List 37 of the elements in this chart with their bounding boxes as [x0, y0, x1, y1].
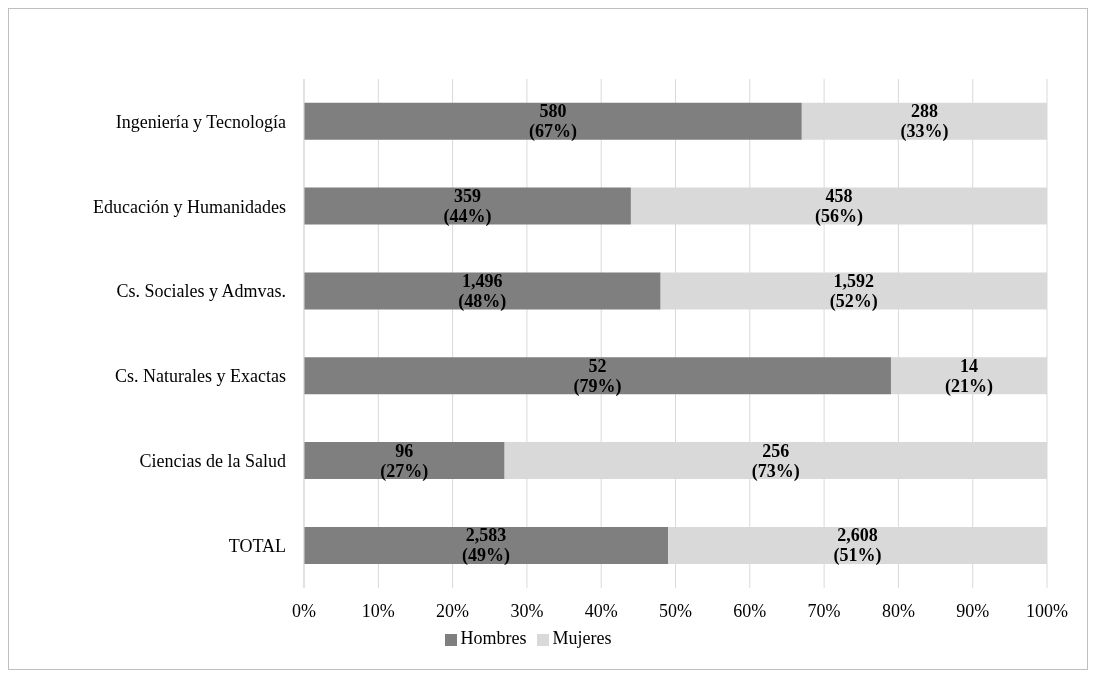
- data-label: 1,592 (52%): [829, 270, 878, 312]
- y-tick-label: Cs. Sociales y Admvas.: [116, 281, 286, 302]
- bar: [304, 272, 661, 310]
- x-tick-label: 90%: [956, 600, 990, 621]
- x-tick-label: 40%: [584, 600, 618, 621]
- bar: [304, 102, 802, 140]
- x-tick-label: 70%: [807, 600, 841, 621]
- data-label: 458 (56%): [814, 186, 863, 228]
- data-label: 256 (73%): [751, 440, 800, 482]
- x-tick-label: 80%: [881, 600, 915, 621]
- data-label: 1,496 (48%): [458, 270, 507, 312]
- data-label: 96 (27%): [380, 440, 429, 482]
- x-tick-label: 100%: [1026, 600, 1068, 621]
- data-label: 580 (67%): [528, 101, 577, 143]
- y-tick-label: Cs. Naturales y Exactas: [115, 366, 286, 387]
- data-label: 14 (21%): [944, 355, 993, 397]
- bar: [304, 442, 505, 480]
- y-tick-label: Educación y Humanidades: [93, 196, 286, 217]
- x-tick-label: 0%: [292, 600, 316, 621]
- legend-label: Mujeres: [552, 628, 612, 648]
- bar: [304, 526, 669, 564]
- data-label: 288 (33%): [900, 101, 949, 143]
- data-label: 2,608 (51%): [833, 525, 882, 567]
- x-tick-label: 50%: [659, 600, 692, 621]
- x-tick-label: 20%: [436, 600, 470, 621]
- legend-label: Hombres: [460, 628, 527, 648]
- data-label: 2,583 (49%): [462, 525, 511, 567]
- x-tick-label: 60%: [733, 600, 767, 621]
- y-tick-label: TOTAL: [228, 535, 286, 556]
- data-label: 52 (79%): [573, 355, 622, 397]
- bar: [304, 357, 891, 395]
- bar: [304, 187, 631, 225]
- x-tick-label: 30%: [510, 600, 544, 621]
- data-label: 359 (44%): [443, 186, 492, 228]
- x-tick-label: 10%: [361, 600, 395, 621]
- y-tick-label: Ingeniería y Tecnología: [115, 111, 287, 132]
- y-tick-label: Ciencias de la Salud: [139, 451, 286, 472]
